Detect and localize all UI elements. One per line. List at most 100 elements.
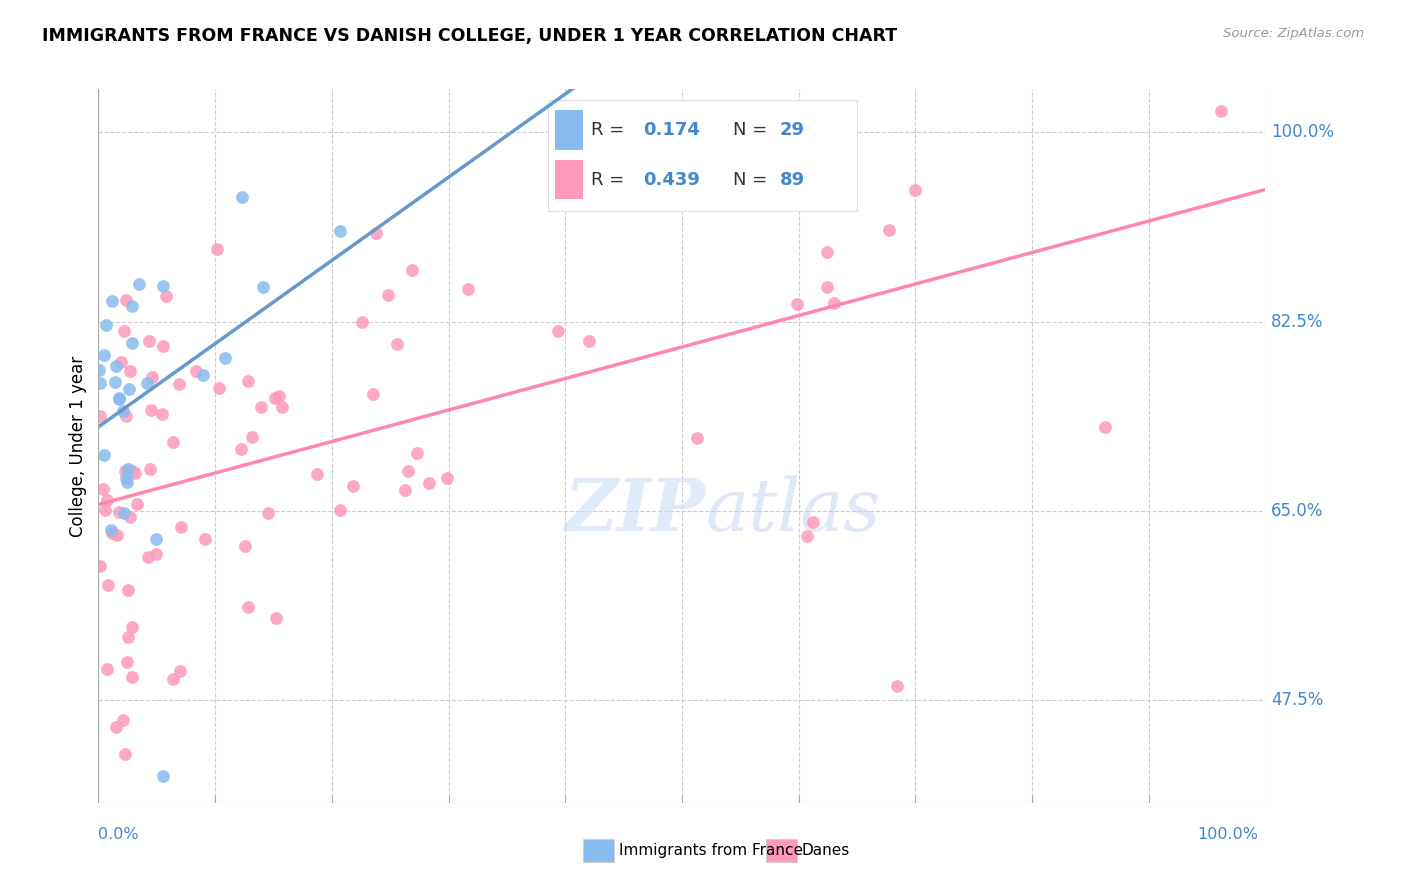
- Point: [139, 402, 162, 417]
- Text: ZIP: ZIP: [564, 475, 706, 547]
- Point: [823, 296, 845, 310]
- Point: [796, 529, 818, 543]
- Point: [125, 497, 148, 511]
- Point: [396, 464, 419, 478]
- Point: [104, 720, 127, 734]
- Point: [105, 528, 128, 542]
- Point: [652, 118, 675, 132]
- Text: 47.5%: 47.5%: [1271, 691, 1323, 709]
- Point: [879, 223, 901, 237]
- Point: [94, 503, 117, 517]
- Point: [100, 293, 122, 308]
- Point: [267, 389, 290, 403]
- Point: [118, 364, 141, 378]
- Point: [141, 370, 163, 384]
- Point: [547, 324, 569, 338]
- Point: [112, 506, 135, 520]
- Point: [155, 289, 177, 303]
- Point: [184, 364, 207, 378]
- Point: [271, 400, 294, 414]
- Point: [264, 611, 287, 625]
- Point: [100, 523, 122, 537]
- Point: [108, 392, 131, 406]
- Point: [128, 277, 150, 292]
- Text: 82.5%: 82.5%: [1271, 313, 1323, 331]
- Text: atlas: atlas: [706, 475, 880, 546]
- Point: [118, 509, 141, 524]
- Point: [170, 520, 193, 534]
- Point: [786, 297, 808, 311]
- Point: [208, 381, 231, 395]
- Point: [121, 335, 143, 350]
- Point: [250, 400, 273, 414]
- Point: [342, 479, 364, 493]
- Point: [121, 300, 143, 314]
- Point: [136, 550, 159, 565]
- Point: [110, 355, 132, 369]
- Point: [387, 337, 409, 351]
- Point: [257, 506, 280, 520]
- Point: [418, 475, 440, 490]
- Point: [114, 747, 136, 762]
- Point: [238, 374, 260, 388]
- Point: [240, 430, 263, 444]
- Point: [815, 244, 838, 259]
- Text: Source: ZipAtlas.com: Source: ZipAtlas.com: [1223, 27, 1364, 40]
- Point: [104, 359, 127, 374]
- Point: [686, 431, 709, 445]
- Point: [886, 679, 908, 693]
- Point: [112, 404, 135, 418]
- Point: [96, 492, 118, 507]
- Point: [724, 103, 747, 118]
- Point: [815, 280, 838, 294]
- Point: [112, 324, 135, 338]
- Point: [117, 630, 139, 644]
- Point: [707, 103, 730, 118]
- Point: [121, 620, 143, 634]
- Point: [114, 409, 136, 424]
- Point: [162, 434, 184, 449]
- Text: 0.0%: 0.0%: [98, 827, 139, 841]
- Point: [162, 672, 184, 686]
- Point: [578, 334, 600, 349]
- Point: [214, 351, 236, 365]
- Text: Immigrants from France: Immigrants from France: [619, 843, 803, 857]
- Text: 100.0%: 100.0%: [1271, 123, 1334, 142]
- Point: [436, 471, 458, 485]
- Point: [169, 664, 191, 678]
- Point: [801, 515, 824, 529]
- Point: [205, 243, 228, 257]
- Text: 65.0%: 65.0%: [1271, 502, 1323, 520]
- Point: [96, 662, 118, 676]
- Point: [93, 348, 115, 362]
- Point: [231, 190, 253, 204]
- Point: [118, 382, 141, 396]
- Point: [97, 578, 120, 592]
- Point: [136, 376, 159, 391]
- Point: [329, 503, 352, 517]
- Point: [167, 376, 190, 391]
- Point: [252, 279, 274, 293]
- Point: [89, 559, 111, 574]
- Point: [401, 263, 423, 277]
- Point: [145, 548, 167, 562]
- Point: [366, 227, 388, 241]
- Point: [91, 482, 114, 496]
- Point: [114, 471, 136, 485]
- Point: [114, 293, 136, 307]
- Y-axis label: College, Under 1 year: College, Under 1 year: [69, 355, 87, 537]
- Point: [405, 446, 427, 460]
- Point: [139, 461, 162, 475]
- Point: [117, 462, 139, 476]
- Point: [193, 368, 215, 382]
- Point: [115, 475, 138, 489]
- Point: [233, 540, 256, 554]
- Point: [93, 449, 115, 463]
- Point: [231, 442, 253, 456]
- Point: [377, 288, 399, 302]
- Point: [89, 363, 111, 377]
- Point: [152, 339, 174, 353]
- Point: [904, 183, 927, 197]
- Point: [150, 407, 173, 421]
- Point: [124, 466, 146, 480]
